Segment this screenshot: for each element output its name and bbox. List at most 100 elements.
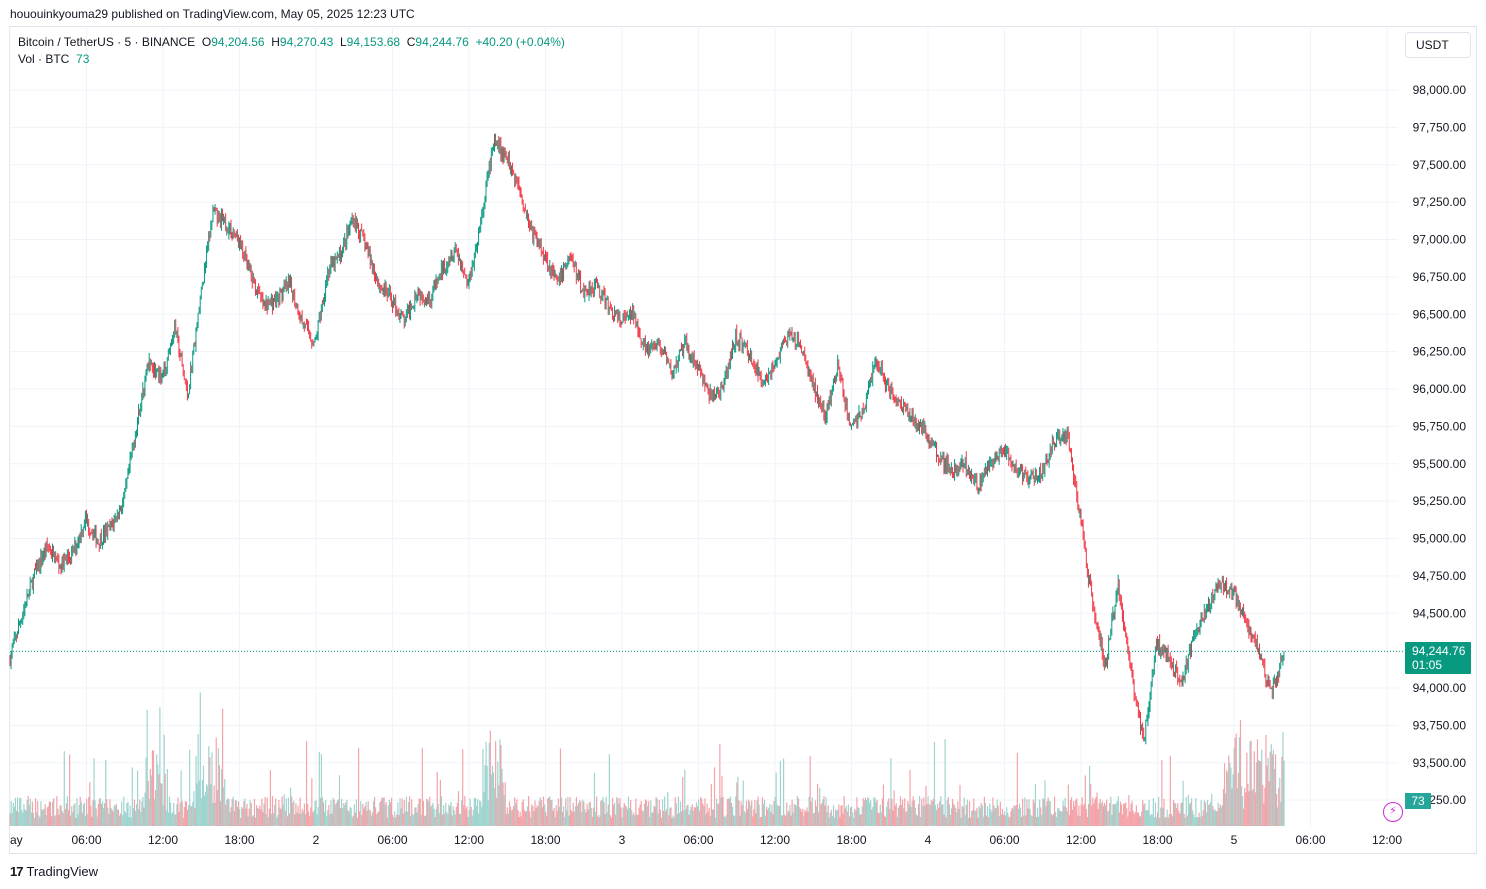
- volume-bar: [1138, 815, 1141, 826]
- volume-bar: [83, 802, 86, 826]
- volume-bar: [979, 808, 981, 826]
- volume-bar: [806, 807, 808, 826]
- volume-bar: [114, 805, 116, 826]
- volume-bar: [109, 799, 111, 826]
- volume-bar: [398, 814, 400, 826]
- volume-bar: [320, 754, 323, 826]
- volume-bar: [823, 796, 825, 826]
- volume-bar: [861, 806, 863, 826]
- volume-bar: [982, 816, 984, 826]
- volume-bar: [317, 807, 319, 826]
- volume-bar: [87, 813, 89, 826]
- volume-bar: [208, 746, 210, 826]
- volume-bar: [1001, 808, 1004, 826]
- volume-bar: [528, 796, 530, 826]
- volume-bar: [1158, 796, 1160, 826]
- volume-bar: [1146, 810, 1148, 826]
- volume-bar: [157, 764, 159, 826]
- volume-bar: [75, 817, 77, 826]
- brand[interactable]: 17 TradingView: [10, 864, 98, 879]
- volume-bar: [332, 797, 334, 826]
- volume-bar: [368, 809, 370, 826]
- volume-bar: [132, 808, 134, 826]
- volume-bar: [965, 805, 967, 826]
- volume-bar: [334, 804, 336, 826]
- volume-bar: [115, 804, 117, 826]
- volume-bar: [1032, 799, 1034, 826]
- currency-button[interactable]: USDT: [1405, 32, 1471, 58]
- volume-value: 73: [76, 52, 90, 66]
- bar-countdown: 01:05: [1412, 658, 1443, 673]
- volume-bar: [1030, 815, 1032, 826]
- y-tick-label: 95,750.00: [1413, 419, 1467, 433]
- volume-bar: [509, 806, 512, 826]
- volume-bar: [607, 804, 609, 826]
- volume-bar: [27, 796, 29, 826]
- volume-bar: [360, 801, 362, 826]
- volume-bar: [685, 809, 687, 826]
- volume-bar: [381, 797, 383, 826]
- volume-bar: [1096, 792, 1098, 826]
- volume-bar: [790, 815, 792, 826]
- volume-bar: [989, 803, 991, 826]
- volume-bar: [1231, 788, 1233, 826]
- volume-bar: [924, 805, 926, 826]
- volume-bar: [880, 812, 882, 826]
- volume-bar: [181, 801, 183, 826]
- volume-bar: [955, 808, 957, 826]
- volume-bar: [457, 791, 460, 826]
- volume-bar: [928, 803, 930, 826]
- volume-bar: [962, 806, 964, 826]
- volume-bar: [1276, 793, 1278, 826]
- volume-bar: [537, 806, 539, 826]
- volume-bar: [1109, 803, 1111, 826]
- volume-bar: [78, 804, 80, 826]
- volume-bar: [133, 799, 136, 826]
- volume-bar: [642, 811, 644, 826]
- volume-bar: [166, 768, 168, 826]
- volume-bar: [565, 798, 567, 826]
- volume-bar: [797, 798, 800, 826]
- volume-bar: [108, 813, 110, 826]
- volume-bar: [424, 815, 427, 826]
- volume-label[interactable]: Vol · BTC: [18, 52, 70, 66]
- volume-bar: [628, 807, 631, 826]
- volume-bar: [594, 811, 597, 826]
- volume-bar: [925, 785, 927, 826]
- volume-bar: [413, 814, 415, 826]
- volume-bar: [1124, 803, 1126, 826]
- volume-bar: [762, 804, 765, 826]
- volume-bar: [878, 812, 880, 826]
- volume-bar: [383, 797, 385, 826]
- x-tick-label: 4: [925, 833, 932, 847]
- volume-bar: [151, 750, 154, 826]
- volume-bar: [1034, 783, 1037, 826]
- volume-bar: [31, 801, 34, 826]
- volume-bar: [402, 813, 404, 826]
- volume-bar: [301, 808, 303, 826]
- volume-bar: [1174, 802, 1176, 826]
- volume-bar: [411, 799, 413, 826]
- volume-bar: [868, 798, 870, 826]
- symbol-name[interactable]: Bitcoin / TetherUS · 5 · BINANCE: [18, 35, 196, 49]
- volume-bar: [668, 815, 670, 826]
- volume-bar: [579, 800, 581, 826]
- volume-bar: [1251, 790, 1253, 826]
- flash-icon[interactable]: ⚡: [1383, 802, 1403, 822]
- volume-bar: [664, 796, 666, 826]
- volume-bar: [505, 813, 507, 826]
- volume-bar: [574, 806, 576, 826]
- x-tick-label: 3: [619, 833, 626, 847]
- volume-bar: [330, 800, 332, 826]
- volume-bar: [385, 801, 387, 826]
- volume-bar: [277, 815, 279, 826]
- volume-bar: [1135, 805, 1137, 826]
- volume-bar: [735, 796, 737, 826]
- volume-bar: [711, 809, 714, 826]
- volume-bar: [1261, 749, 1263, 826]
- volume-bar: [1223, 763, 1226, 826]
- volume-bar: [896, 816, 898, 826]
- x-tick-label: 12:00: [1372, 833, 1402, 847]
- volume-bar: [917, 804, 920, 826]
